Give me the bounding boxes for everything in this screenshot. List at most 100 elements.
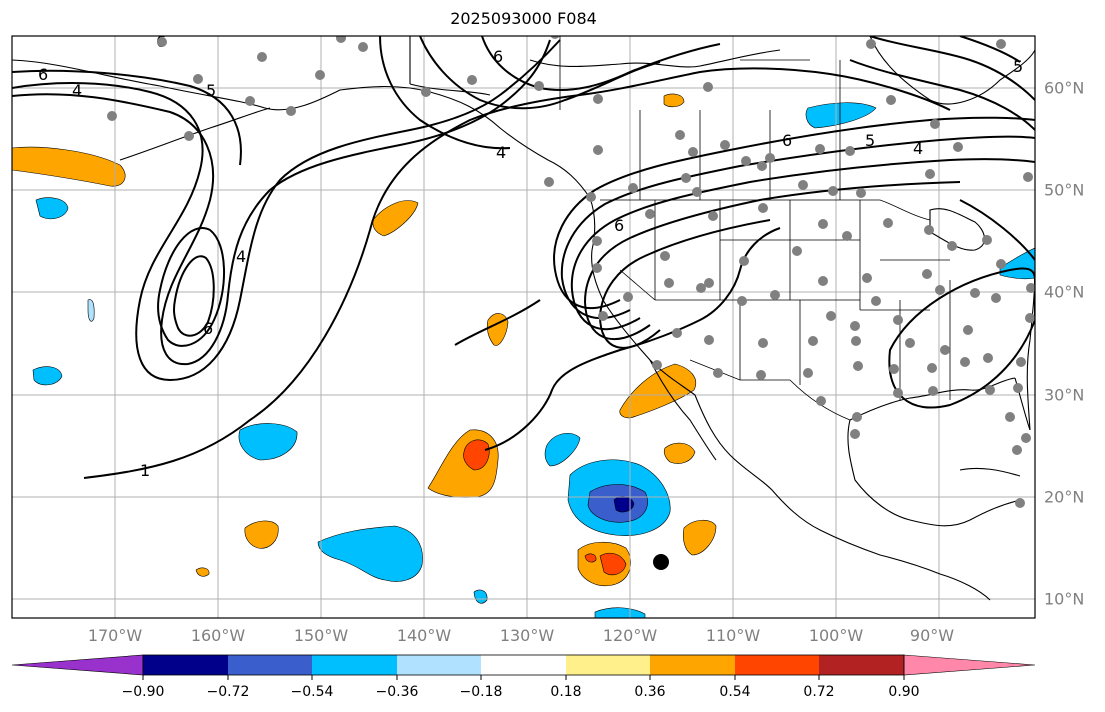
longitude-label: 140°W bbox=[396, 626, 452, 645]
contour-label: 4 bbox=[913, 139, 923, 158]
contour-southern bbox=[484, 227, 781, 451]
hudson-bay bbox=[869, 36, 1035, 105]
gridlines bbox=[12, 36, 1035, 618]
shade-blue-hudson bbox=[805, 102, 877, 129]
colorbar-tick-label: 0.18 bbox=[550, 684, 582, 700]
contour-southern-2 bbox=[454, 299, 541, 346]
map-background bbox=[12, 36, 1035, 618]
contour-3 bbox=[12, 39, 551, 366]
shade-orange-hawaii-north bbox=[12, 146, 126, 187]
contour-7 bbox=[379, 36, 511, 150]
contour-2 bbox=[12, 39, 561, 382]
colorbar-tick-label: 0.54 bbox=[719, 684, 751, 700]
shade-orange-north-central bbox=[372, 200, 419, 237]
alaska-coast bbox=[12, 59, 591, 199]
yukon-border bbox=[529, 49, 781, 68]
colorbar-tick-label: −0.90 bbox=[121, 684, 165, 700]
longitude-label: 120°W bbox=[602, 626, 658, 645]
contour-6 bbox=[12, 69, 242, 166]
shade-blue-tiny bbox=[473, 589, 488, 604]
contour-trough-5 bbox=[598, 219, 771, 349]
contour-label: 4 bbox=[496, 143, 506, 162]
contour-label: 6 bbox=[493, 47, 503, 66]
contour-label: 6 bbox=[614, 216, 624, 235]
colorbar-segment bbox=[397, 655, 481, 675]
shade-blue-small-west bbox=[32, 366, 63, 386]
colorbar-segment bbox=[228, 655, 312, 675]
contour-label: 6 bbox=[203, 319, 213, 338]
map-frame bbox=[11, 35, 1036, 619]
colorbar-tick-label: 0.90 bbox=[888, 684, 920, 700]
canada-us-border bbox=[600, 199, 931, 221]
station-markers bbox=[107, 36, 1035, 508]
colorbar-extend-left bbox=[11, 654, 144, 676]
storm-marker bbox=[653, 554, 669, 570]
contour-5 bbox=[173, 255, 215, 337]
colorbar-segment bbox=[312, 655, 397, 675]
contour-9 bbox=[481, 36, 721, 91]
colorbar bbox=[11, 654, 1036, 680]
north-alaska bbox=[409, 36, 491, 96]
latitude-label: 40°N bbox=[1044, 282, 1085, 302]
aleutians bbox=[119, 107, 271, 161]
contour-northeast-3 bbox=[849, 59, 1035, 131]
state-lines bbox=[619, 200, 951, 400]
colorbar-tick-label: −0.72 bbox=[206, 684, 250, 700]
contour-label: 6 bbox=[782, 131, 792, 150]
colorbar-tick-label: −0.18 bbox=[459, 684, 503, 700]
colorbar-segment bbox=[650, 655, 735, 675]
shade-red-south-center bbox=[599, 552, 627, 576]
latitude-label: 30°N bbox=[1044, 385, 1085, 405]
colorbar-tick-label: −0.36 bbox=[375, 684, 419, 700]
contour-label: 4 bbox=[72, 81, 82, 100]
longitude-label: 90°W bbox=[909, 626, 955, 645]
shade-lightblue-tiny bbox=[87, 299, 95, 322]
latitude-label: 50°N bbox=[1044, 180, 1085, 200]
shade-blue-west bbox=[35, 197, 69, 220]
florida bbox=[1014, 377, 1031, 431]
colorbar-extend-right bbox=[903, 654, 1036, 676]
colorbar-segment bbox=[735, 655, 819, 675]
contour-label: 5 bbox=[1013, 57, 1023, 76]
contour-northeast-2 bbox=[959, 36, 1021, 63]
west-coast bbox=[589, 197, 991, 601]
contour-label: 6 bbox=[38, 65, 48, 84]
contour-label: 5 bbox=[865, 131, 875, 150]
contour-label: 4 bbox=[236, 247, 246, 266]
contour-label: 1 bbox=[140, 461, 150, 480]
shade-orange-baja bbox=[619, 363, 696, 419]
longitude-label: 130°W bbox=[499, 626, 555, 645]
colorbar-tick-label: 0.72 bbox=[803, 684, 835, 700]
latitude-label: 60°N bbox=[1044, 78, 1085, 98]
shade-orange-tiny bbox=[195, 567, 210, 577]
longitude-label: 100°W bbox=[808, 626, 864, 645]
colorbar-segment bbox=[819, 655, 904, 675]
shade-red-central bbox=[463, 439, 490, 471]
shade-red-tiny bbox=[584, 553, 597, 563]
shade-blue-hawaii bbox=[238, 423, 298, 461]
cuba bbox=[959, 467, 1021, 477]
colorbar-segment bbox=[566, 655, 650, 675]
contour-label: 5 bbox=[206, 81, 216, 100]
us-mexico-border bbox=[689, 359, 851, 421]
borders bbox=[559, 36, 951, 421]
latitude-label: 10°N bbox=[1044, 589, 1085, 609]
colorbar-tick-label: 0.36 bbox=[634, 684, 666, 700]
colorbar-segment bbox=[143, 655, 228, 675]
shade-orange-south bbox=[244, 520, 279, 549]
longitude-label: 160°W bbox=[190, 626, 246, 645]
shade-orange-mexico-small bbox=[663, 442, 696, 464]
longitude-label: 110°W bbox=[705, 626, 761, 645]
contour-4 bbox=[157, 227, 226, 347]
contour-trough-4 bbox=[583, 181, 961, 341]
contour-east-ridge bbox=[959, 199, 1035, 261]
colorbar-tick-label: −0.54 bbox=[290, 684, 334, 700]
longitude-label: 150°W bbox=[293, 626, 349, 645]
longitude-label: 170°W bbox=[87, 626, 143, 645]
shade-orange-east-small bbox=[682, 519, 717, 556]
shade-blue-small bbox=[544, 432, 581, 467]
baja bbox=[649, 359, 717, 461]
map-title: 2025093000 F084 bbox=[450, 9, 597, 28]
contour-northeast bbox=[869, 36, 1035, 101]
